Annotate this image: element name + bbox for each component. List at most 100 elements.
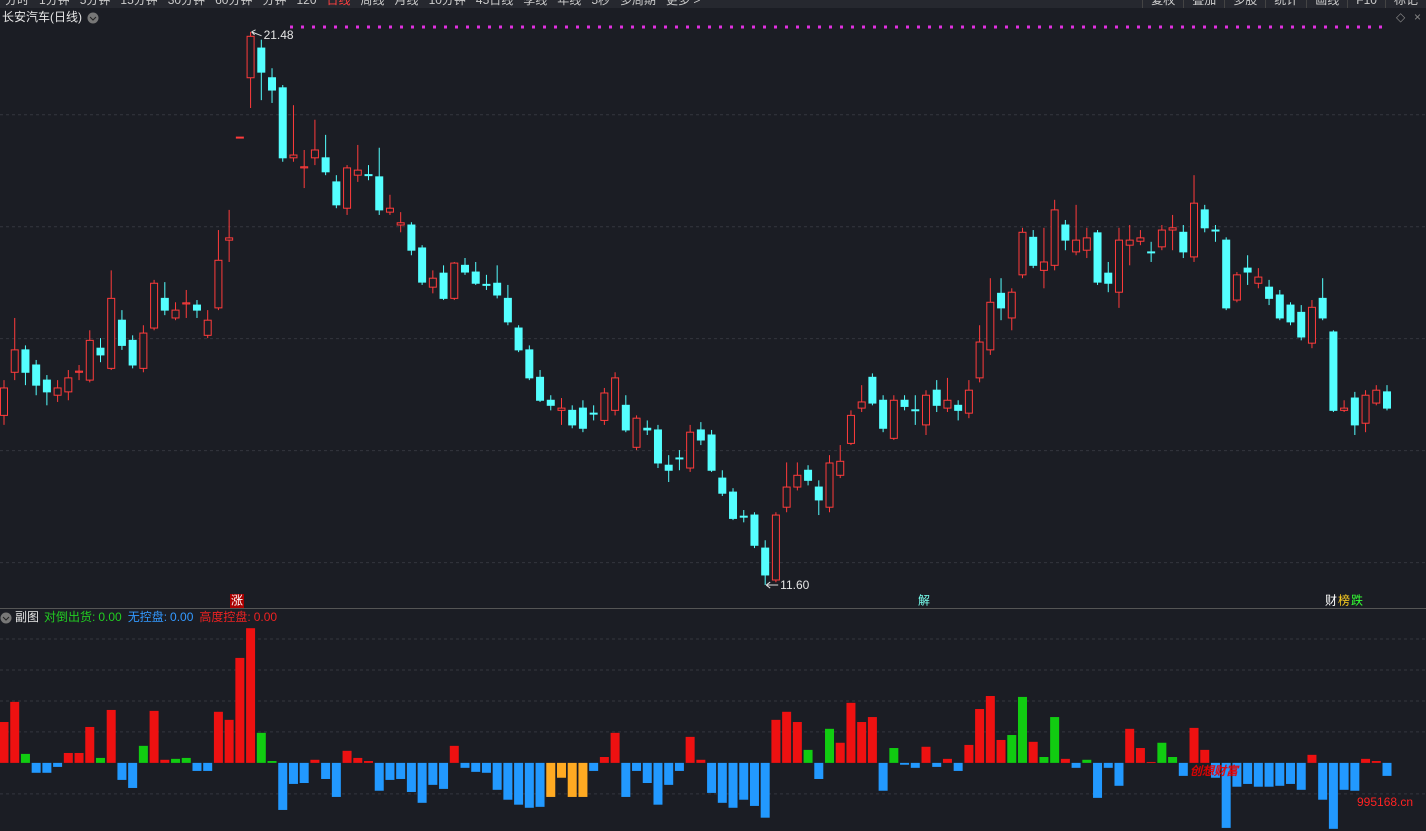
sub-menu-icon[interactable] [0,612,12,624]
tab[interactable]: 45日线 [475,0,514,7]
tab[interactable]: 多周期 [620,0,657,7]
bar [128,762,138,788]
candle-body [846,414,855,444]
candle-body [804,469,813,481]
bar [707,762,717,793]
event-label[interactable]: 财 [1325,594,1337,608]
bar [524,762,534,808]
candle-body [771,514,780,581]
tab[interactable]: 更多 > [666,0,701,7]
bar [331,762,341,797]
candle-body [343,167,352,209]
candle-body [407,224,416,251]
icon-diamond[interactable]: ◇ [1396,10,1406,24]
candle-body [439,272,448,299]
bar [1060,758,1070,763]
tab[interactable]: 季线 [523,0,548,7]
tab[interactable]: 分钟 [262,0,287,7]
candle-body [450,262,459,299]
bar [1007,735,1017,763]
tool-button[interactable]: 画线 [1306,0,1347,8]
candle-body [922,394,930,426]
bar [1135,748,1145,763]
candle-body [1179,231,1188,253]
bar [953,762,963,771]
bar [846,702,856,763]
tab[interactable]: 日线 [326,0,351,7]
candle-body [836,460,845,476]
candle-body [235,136,244,139]
bar [149,710,159,763]
tab[interactable]: 月线 [394,0,419,7]
tool-button[interactable]: 多股 [1224,0,1265,8]
candle-body [611,377,620,411]
bar [1307,754,1317,763]
candle-body [729,491,738,519]
candle-body [257,47,266,73]
bar [910,762,920,768]
event-label[interactable]: 跌 [1351,593,1363,608]
tool-button[interactable]: 叠加 [1183,0,1224,8]
bar [1050,717,1060,763]
icon-close[interactable]: × [1414,10,1421,24]
candle-body [675,457,684,460]
chart-title: 长安汽车(日线) [2,9,82,24]
bar [621,762,631,797]
bar [246,628,256,763]
tab[interactable]: 60分钟 [215,0,253,7]
candle-body [868,376,877,404]
tab[interactable]: 5秒 [591,0,610,7]
bar [578,762,588,797]
event-label[interactable]: 涨 [231,593,243,608]
bar [739,762,749,800]
tool-button[interactable]: 统计 [1265,0,1306,8]
tab[interactable]: 周线 [360,0,385,7]
candle-body [1136,237,1145,242]
tab[interactable]: 5分钟 [79,0,111,7]
candle-body [96,347,105,356]
candle-body [814,486,823,501]
bar [867,717,877,763]
tab[interactable]: 120 [296,0,317,7]
tool-button[interactable]: F10 [1347,0,1385,8]
candle-body [889,399,898,439]
bar [985,696,995,763]
bar [192,762,202,771]
candle-body [1307,306,1316,344]
candle-body [1168,227,1177,231]
bar [996,739,1006,763]
candle-body [932,389,941,406]
candle-body [943,399,952,409]
tab[interactable]: 10分钟 [428,0,466,7]
bar [1350,762,1360,791]
watermark-site: 995168.cn [1357,795,1413,809]
bar [460,762,470,768]
bar [514,762,524,805]
bar [1264,762,1274,787]
tab[interactable]: 30分钟 [167,0,206,7]
candle-body [793,474,802,488]
candle-body [192,304,201,311]
tab[interactable]: 年线 [557,0,582,7]
tool-button[interactable]: 标记 [1384,0,1426,8]
event-label[interactable]: 榜 [1338,593,1350,608]
title-menu-icon[interactable] [87,12,99,24]
bar [642,762,652,784]
bar [696,759,706,763]
candle-body [268,77,277,91]
tab[interactable]: 1分钟 [39,0,70,7]
bar [1382,762,1392,776]
bar [825,728,835,763]
bar [932,762,942,767]
tool-button[interactable]: 复权 [1142,0,1183,8]
tab[interactable]: 分时 [5,0,30,7]
bar [556,762,566,778]
event-label[interactable]: 解 [918,594,930,608]
bar [728,762,738,808]
bar [1361,758,1371,763]
tab[interactable]: 15分钟 [120,0,158,7]
candle-body [117,319,126,346]
sub-title: 副图 [15,610,39,624]
